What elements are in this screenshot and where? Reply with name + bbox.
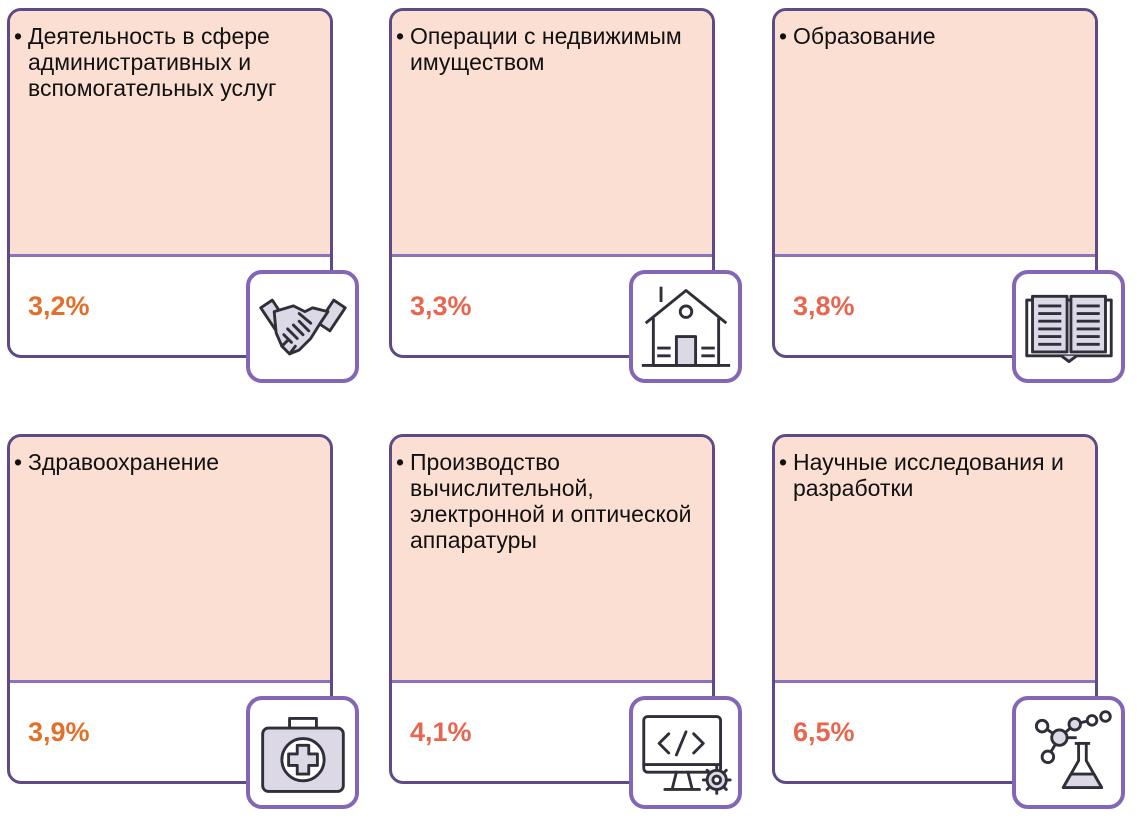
computer-code-icon (629, 696, 742, 809)
card-value: 4,1% (410, 717, 472, 747)
card-header: Операции с недвижимым имуществом (392, 11, 712, 257)
card-value: 6,5% (793, 717, 855, 747)
card-header: Производство вычислительной, электронной… (392, 437, 712, 683)
card-real-estate: Операции с недвижимым имуществом 3,3% (389, 8, 715, 358)
open-book-icon (1012, 270, 1125, 383)
card-title: Научные исследования и разработки (779, 449, 1093, 501)
card-header: Научные исследования и разработки (775, 437, 1095, 683)
card-title: Операции с недвижимым имуществом (396, 23, 710, 75)
first-aid-kit-icon (246, 696, 359, 809)
handshake-icon (246, 270, 359, 383)
card-value: 3,9% (28, 717, 90, 747)
card-value: 3,2% (28, 291, 90, 321)
card-value: 3,3% (410, 291, 472, 321)
card-title: Образование (779, 23, 1093, 49)
card-header: Здравоохранение (10, 437, 330, 683)
card-header: Образование (775, 11, 1095, 257)
card-title: Здравоохранение (14, 449, 328, 475)
card-title: Производство вычислительной, электронной… (396, 449, 710, 553)
molecule-flask-icon (1012, 696, 1125, 809)
card-title: Деятельность в сфере административных и … (14, 23, 328, 101)
card-admin-services: Деятельность в сфере административных и … (7, 8, 333, 358)
card-value: 3,8% (793, 291, 855, 321)
card-header: Деятельность в сфере административных и … (10, 11, 330, 257)
house-icon (629, 270, 742, 383)
card-healthcare: Здравоохранение 3,9% (7, 434, 333, 784)
